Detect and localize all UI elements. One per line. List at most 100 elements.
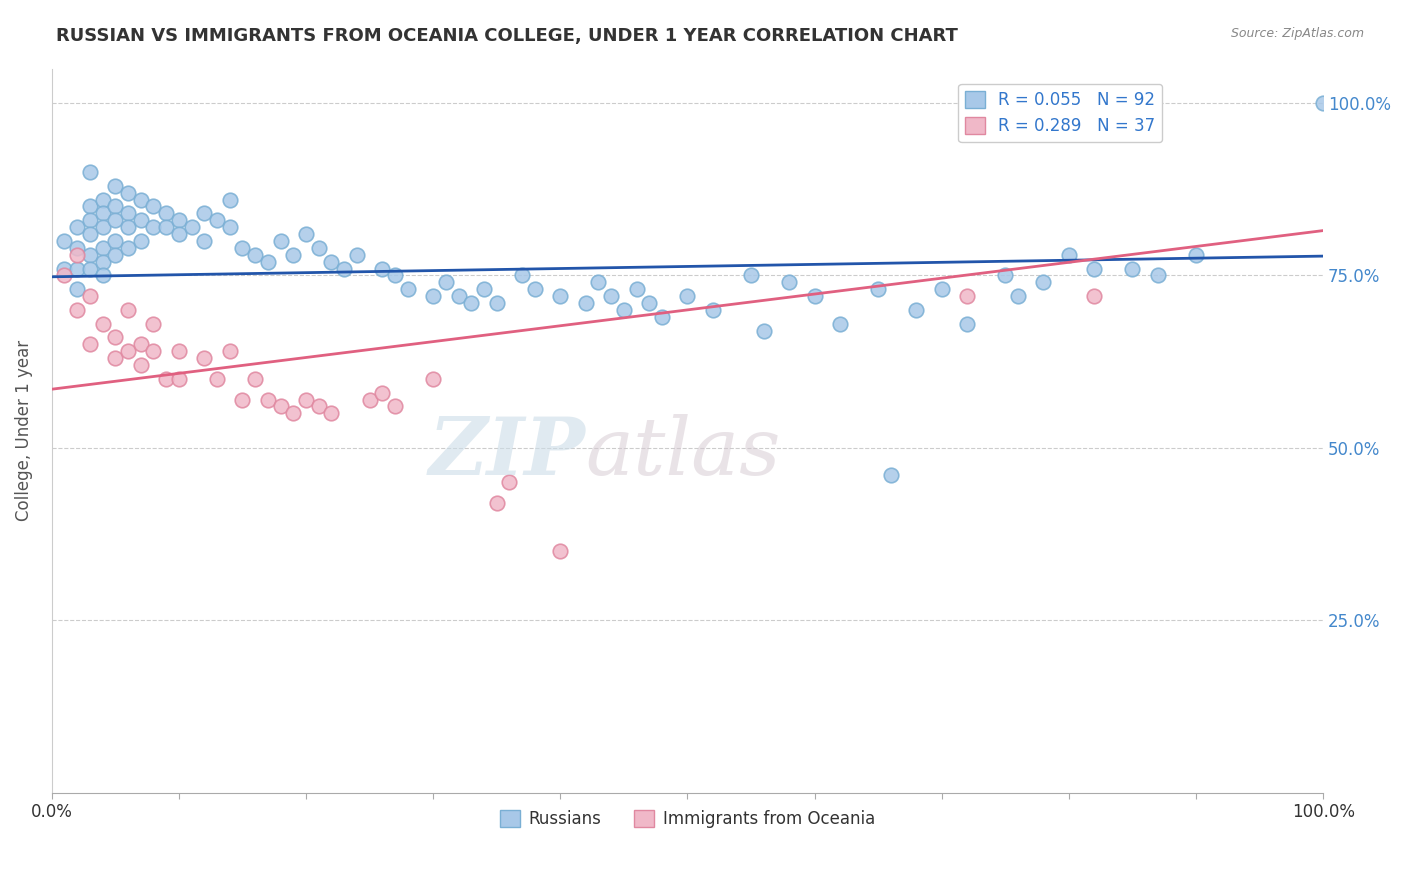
Point: [880, 468, 903, 483]
Point: [66, 241, 89, 255]
Point: [193, 351, 215, 366]
Point: [523, 282, 546, 296]
Point: [1312, 95, 1334, 110]
Point: [91, 193, 114, 207]
Point: [931, 282, 953, 296]
Point: [613, 302, 636, 317]
Point: [66, 302, 89, 317]
Point: [167, 372, 190, 386]
Point: [575, 296, 598, 310]
Point: [384, 400, 406, 414]
Point: [129, 193, 152, 207]
Point: [66, 282, 89, 296]
Point: [333, 261, 356, 276]
Point: [104, 351, 127, 366]
Point: [638, 296, 661, 310]
Y-axis label: College, Under 1 year: College, Under 1 year: [15, 340, 32, 521]
Point: [243, 372, 266, 386]
Point: [142, 344, 165, 359]
Point: [1007, 289, 1029, 303]
Point: [218, 344, 240, 359]
Point: [550, 289, 572, 303]
Point: [384, 268, 406, 283]
Point: [270, 400, 292, 414]
Point: [53, 234, 76, 248]
Point: [257, 392, 280, 407]
Point: [1121, 261, 1143, 276]
Point: [167, 344, 190, 359]
Point: [129, 213, 152, 227]
Point: [868, 282, 890, 296]
Point: [66, 220, 89, 235]
Point: [396, 282, 419, 296]
Point: [308, 400, 330, 414]
Point: [167, 213, 190, 227]
Point: [434, 275, 457, 289]
Point: [142, 317, 165, 331]
Point: [510, 268, 533, 283]
Point: [142, 220, 165, 235]
Point: [91, 220, 114, 235]
Point: [1057, 248, 1080, 262]
Point: [104, 213, 127, 227]
Point: [422, 372, 444, 386]
Point: [346, 248, 368, 262]
Point: [155, 220, 177, 235]
Point: [1032, 275, 1054, 289]
Point: [129, 358, 152, 372]
Legend: Russians, Immigrants from Oceania: Russians, Immigrants from Oceania: [494, 804, 882, 835]
Point: [180, 220, 202, 235]
Point: [79, 248, 101, 262]
Point: [498, 475, 520, 490]
Point: [91, 317, 114, 331]
Point: [117, 302, 139, 317]
Point: [321, 254, 343, 268]
Point: [651, 310, 673, 324]
Point: [1083, 261, 1105, 276]
Point: [91, 254, 114, 268]
Point: [79, 227, 101, 241]
Point: [104, 199, 127, 213]
Text: ZIP: ZIP: [429, 414, 586, 491]
Point: [66, 261, 89, 276]
Text: Source: ZipAtlas.com: Source: ZipAtlas.com: [1230, 27, 1364, 40]
Point: [702, 302, 724, 317]
Text: RUSSIAN VS IMMIGRANTS FROM OCEANIA COLLEGE, UNDER 1 YEAR CORRELATION CHART: RUSSIAN VS IMMIGRANTS FROM OCEANIA COLLE…: [56, 27, 957, 45]
Point: [270, 234, 292, 248]
Point: [359, 392, 381, 407]
Point: [283, 248, 305, 262]
Point: [79, 261, 101, 276]
Point: [79, 199, 101, 213]
Point: [53, 261, 76, 276]
Point: [460, 296, 482, 310]
Point: [155, 372, 177, 386]
Point: [104, 178, 127, 193]
Point: [79, 289, 101, 303]
Point: [321, 406, 343, 420]
Point: [1083, 289, 1105, 303]
Point: [117, 206, 139, 220]
Point: [79, 337, 101, 351]
Point: [626, 282, 648, 296]
Point: [472, 282, 495, 296]
Point: [218, 193, 240, 207]
Point: [676, 289, 699, 303]
Point: [53, 268, 76, 283]
Point: [1185, 248, 1208, 262]
Point: [231, 392, 253, 407]
Point: [91, 268, 114, 283]
Point: [167, 227, 190, 241]
Point: [193, 206, 215, 220]
Point: [778, 275, 800, 289]
Point: [600, 289, 623, 303]
Point: [129, 234, 152, 248]
Point: [905, 302, 928, 317]
Point: [104, 234, 127, 248]
Point: [104, 248, 127, 262]
Point: [91, 241, 114, 255]
Point: [295, 392, 318, 407]
Point: [205, 213, 228, 227]
Point: [205, 372, 228, 386]
Point: [828, 317, 851, 331]
Point: [588, 275, 610, 289]
